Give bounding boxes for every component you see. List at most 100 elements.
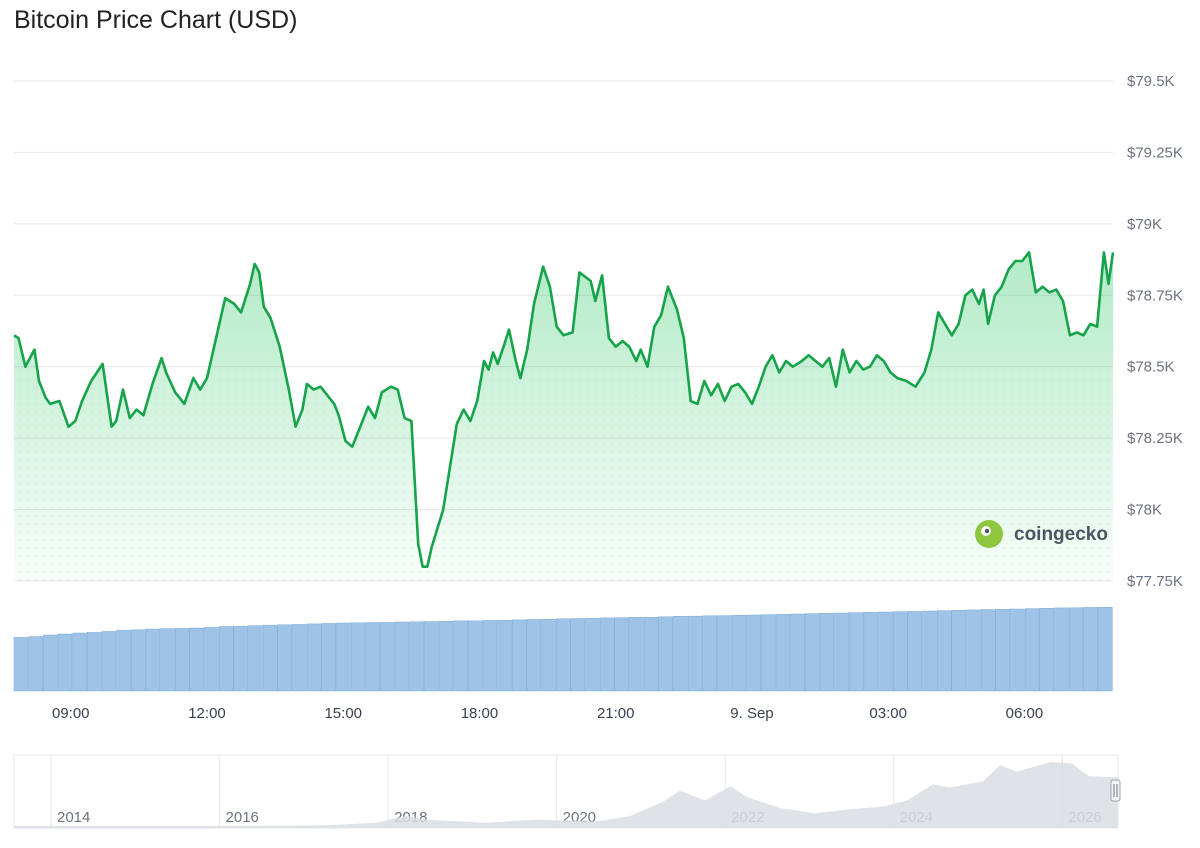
volume-bar: [1068, 607, 1084, 692]
volume-bar: [863, 612, 879, 692]
volume-bar: [1083, 607, 1098, 692]
volume-bar: [131, 629, 146, 692]
volume-bar: [218, 626, 234, 692]
x-tick-label: 09:00: [52, 705, 90, 722]
y-tick-label: $78K: [1127, 502, 1162, 519]
volume-bar: [1098, 607, 1113, 692]
volume-bar: [966, 609, 981, 692]
volume-bar: [849, 612, 864, 692]
y-tick-label: $79.25K: [1127, 144, 1183, 161]
volume-bar: [72, 632, 87, 692]
volume-bar: [424, 621, 439, 692]
x-tick-label: 06:00: [1006, 705, 1044, 722]
volume-bar: [980, 609, 996, 692]
price-line-group: [13, 251, 1115, 568]
volume-bar: [43, 634, 58, 692]
volume-bar: [834, 612, 849, 692]
x-tick-label: 15:00: [324, 705, 362, 722]
volume-bar: [687, 615, 703, 692]
watermark-text: coingecko: [1014, 524, 1108, 545]
y-tick-label: $79K: [1127, 216, 1162, 233]
volume-bar: [731, 615, 747, 692]
volume-bar: [482, 620, 498, 692]
volume-bar: [87, 632, 102, 692]
navigator-year-label: 2014: [57, 809, 90, 826]
volume-bar: [160, 628, 175, 692]
volume-bar: [658, 616, 674, 692]
volume-bar: [394, 621, 410, 692]
volume-bar: [57, 633, 73, 692]
volume-bar: [101, 631, 117, 692]
volume-bar: [497, 620, 512, 692]
volume-bar: [174, 628, 190, 692]
volume-bar: [555, 618, 571, 692]
volume-bar: [585, 618, 600, 692]
volume-bar: [365, 622, 380, 692]
x-tick-label: 9. Sep: [730, 705, 773, 722]
navigator[interactable]: 2014201620182020202220242026: [13, 754, 1121, 829]
volume-bar: [233, 626, 249, 692]
volume-bar: [526, 619, 542, 692]
price-area-dots: [14, 252, 1113, 581]
volume-bar: [1024, 608, 1040, 692]
y-tick-label: $77.75K: [1127, 573, 1183, 590]
volume-bar: [409, 621, 424, 692]
volume-bar: [189, 627, 205, 692]
volume-bar: [893, 611, 908, 692]
x-tick-label: 18:00: [461, 705, 499, 722]
volume-bar: [204, 627, 219, 692]
x-tick-label: 03:00: [869, 705, 907, 722]
volume-bar: [995, 609, 1011, 692]
volume-bar: [746, 614, 761, 692]
volume-bar: [1054, 607, 1069, 692]
volume-bar: [702, 615, 717, 692]
volume-bar: [28, 636, 43, 692]
volume-bar: [321, 623, 336, 692]
volume-bar: [468, 620, 483, 692]
chart-title: Bitcoin Price Chart (USD): [14, 6, 298, 34]
volume-bar: [1039, 608, 1054, 692]
x-tick-label: 12:00: [188, 705, 226, 722]
volume-bar: [790, 613, 805, 692]
y-tick-label: $79.5K: [1127, 73, 1175, 90]
price-area: [14, 252, 1113, 581]
volume-bar: [453, 620, 468, 692]
volume-bar: [116, 629, 131, 692]
y-tick-label: $78.75K: [1127, 287, 1183, 304]
volume-bar: [336, 622, 351, 692]
coingecko-watermark: coingecko: [975, 520, 1108, 548]
y-tick-label: $78.25K: [1127, 430, 1183, 447]
volume-bar: [629, 617, 644, 692]
x-tick-label: 21:00: [597, 705, 635, 722]
volume-bar: [878, 611, 893, 692]
volume-bar: [306, 623, 322, 692]
y-tick-label: $78.5K: [1127, 359, 1175, 376]
navigator-year-label: 2016: [226, 809, 259, 826]
volume-bar: [775, 614, 791, 692]
volume-bar: [643, 617, 659, 692]
volume-bar: [907, 611, 923, 692]
volume-bar: [380, 622, 395, 692]
volume-bar: [717, 615, 732, 692]
volume-bar: [922, 610, 937, 692]
price-line: [13, 251, 1115, 568]
volume-bar: [673, 616, 688, 692]
volume-bar: [761, 614, 776, 692]
volume-bar: [599, 617, 615, 692]
y-axis: $79.5K $79.25K $79K $78.75K $78.5K $78.25K $78…: [1127, 73, 1183, 590]
volume-bars: [13, 607, 1113, 692]
volume-bar: [570, 618, 586, 692]
volume-bar: [262, 624, 278, 692]
volume-bar: [805, 613, 820, 692]
volume-bar: [292, 624, 307, 692]
volume-bar: [277, 624, 293, 692]
volume-bar: [13, 637, 29, 692]
volume-bar: [1010, 608, 1025, 692]
volume-bar: [819, 613, 835, 692]
navigator-handle[interactable]: [1110, 779, 1121, 802]
volume-bar: [438, 621, 454, 692]
volume-bar: [936, 610, 952, 692]
navigator-area: [14, 762, 1118, 828]
volume-bar: [614, 617, 630, 692]
